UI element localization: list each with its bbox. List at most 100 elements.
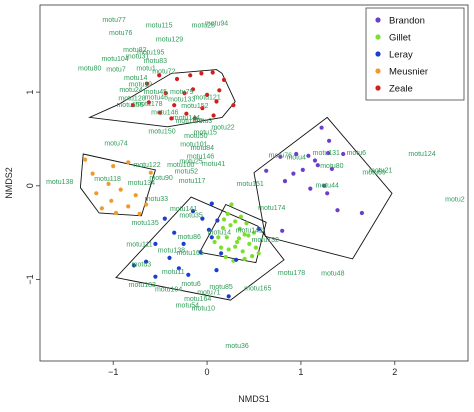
legend-label-gillet: Gillet — [389, 33, 411, 44]
motu-label: motu6 — [347, 150, 367, 157]
point-meusnier-3 — [148, 170, 153, 175]
motu-label: motu146 — [151, 110, 178, 117]
motu-label: motu165 — [244, 286, 271, 293]
motu-label: motu128 — [118, 96, 145, 103]
motu-label: motu152 — [181, 103, 208, 110]
point-meusnier-12 — [113, 210, 119, 216]
motu-label: motu138 — [158, 247, 185, 254]
point-zeale-21 — [217, 88, 222, 93]
point-gillet-2 — [224, 235, 229, 240]
point-gillet-18 — [238, 214, 243, 219]
motu-label: motu131 — [313, 150, 340, 157]
motu-label: motu94 — [205, 21, 228, 28]
motu-label: motu22 — [211, 125, 234, 132]
hulls-layer — [79, 69, 393, 301]
point-zeale-19 — [192, 116, 197, 121]
motu-label: motu52 — [175, 169, 198, 176]
point-zeale-9 — [190, 87, 196, 92]
motu-label: motu82 — [123, 47, 146, 54]
motu-label: motu104 — [155, 287, 182, 294]
point-gillet-0 — [225, 211, 230, 216]
point-brandon-4 — [278, 154, 283, 159]
point-gillet-15 — [220, 225, 226, 231]
point-gillet-5 — [237, 226, 242, 231]
motu-label: motu72 — [152, 68, 175, 75]
point-brandon-17 — [335, 208, 340, 213]
y-axis-label: NMDS2 — [4, 167, 14, 199]
motu-label: motu183 — [129, 282, 156, 289]
point-meusnier-11 — [144, 202, 149, 207]
motu-label: motu104 — [101, 56, 128, 63]
motu-label: motu85 — [209, 284, 232, 291]
point-gillet-6 — [235, 239, 240, 245]
point-gillet-17 — [253, 245, 258, 250]
motu-label: motu133 — [168, 97, 195, 104]
point-brandon-9 — [264, 168, 269, 173]
motu-label: motu178 — [278, 270, 305, 277]
point-gillet-13 — [219, 245, 224, 250]
motu-label: motu174 — [258, 205, 285, 212]
point-zeale-22 — [169, 116, 174, 121]
point-zeale-5 — [210, 70, 215, 75]
motu-label: motu48 — [321, 271, 344, 278]
point-zeale-16 — [211, 113, 216, 118]
motu-label: motu80 — [78, 66, 101, 73]
point-brandon-1 — [327, 138, 332, 143]
motu-label: motu45 — [144, 89, 167, 96]
point-brandon-14 — [325, 191, 330, 196]
motu-label: motu24 — [119, 87, 142, 94]
motu-label: motu86 — [178, 234, 201, 241]
motu-label: motu4 — [286, 155, 306, 162]
plot-frame — [39, 4, 469, 362]
point-gillet-9 — [244, 221, 249, 226]
motu-label: motu80 — [320, 163, 343, 170]
motu-label: motu195 — [137, 50, 164, 57]
point-meusnier-1 — [111, 164, 116, 169]
point-gillet-1 — [228, 223, 233, 228]
motu-label: motu124 — [408, 151, 435, 158]
point-zeale-2 — [174, 76, 180, 82]
point-leray-7 — [144, 259, 149, 264]
motu-label: motu10 — [192, 305, 215, 312]
point-gillet-26 — [242, 256, 247, 261]
motu-label: motu144 — [173, 115, 200, 122]
motu-label: motu2 — [445, 197, 465, 204]
motu-label: motu14 — [208, 230, 231, 237]
motu-label: motu74 — [104, 141, 127, 148]
motu-label: motu117 — [179, 178, 206, 185]
point-brandon-18 — [300, 167, 305, 172]
point-gillet-20 — [236, 236, 242, 241]
point-leray-17 — [234, 257, 239, 262]
motu-label: motu7 — [106, 67, 126, 74]
point-zeale-18 — [184, 111, 189, 116]
motu-label: motu79 — [170, 89, 193, 96]
point-zeale-20 — [158, 110, 163, 115]
motu-label: motu15 — [194, 129, 217, 136]
motu-label: motu155 — [116, 102, 143, 109]
point-gillet-21 — [246, 233, 251, 238]
point-zeale-6 — [221, 77, 227, 82]
motu-label: motu76 — [109, 30, 132, 37]
motu-label: motu132 — [252, 237, 279, 244]
point-leray-21 — [181, 241, 186, 246]
motu-label: motu121 — [193, 95, 220, 102]
point-gillet-19 — [229, 202, 234, 207]
point-leray-0 — [209, 201, 214, 206]
motu-label: motu36 — [225, 343, 248, 350]
legend-label-leray: Leray — [389, 50, 413, 61]
motu-label: motu21 — [369, 168, 392, 175]
point-brandon-6 — [326, 150, 331, 156]
point-zeale-4 — [199, 71, 204, 76]
point-gillet-22 — [223, 254, 228, 260]
motu-label: motu25 — [179, 158, 202, 165]
point-leray-5 — [153, 241, 158, 246]
legend: Brandon Gillet Leray Meusnier Zeale — [365, 7, 465, 101]
motu-label: motu35 — [179, 213, 202, 220]
motu-label: motu76 — [269, 153, 292, 160]
point-brandon-16 — [280, 228, 285, 233]
point-gillet-24 — [256, 251, 261, 256]
legend-marker-leray — [375, 51, 381, 57]
point-leray-20 — [214, 268, 219, 273]
